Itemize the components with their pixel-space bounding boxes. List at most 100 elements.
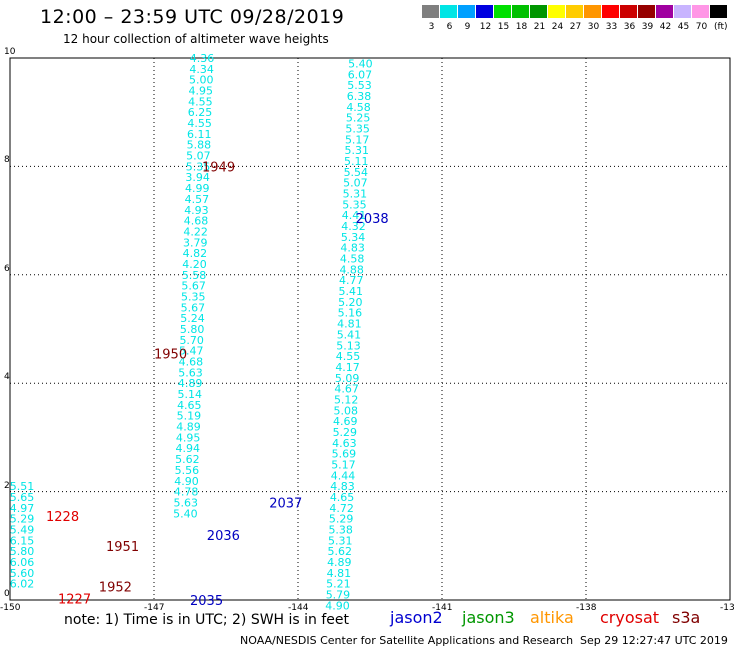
swh-value: 5.00: [189, 74, 214, 87]
pass-labels: 1949 1950 1951 1952 1228 1227 2038 2037 2036 2035: [46, 160, 389, 609]
y-tick-label: 0: [4, 589, 10, 599]
swh-value: 5.80: [180, 323, 205, 336]
satellite-label-cryosat: cryosat: [600, 608, 660, 627]
legend-swatch: [656, 5, 673, 18]
swh-value: 5.49: [10, 524, 35, 537]
swh-value: 4.89: [176, 421, 201, 434]
swh-value: 4.93: [184, 204, 209, 217]
swh-value: 5.21: [326, 578, 351, 591]
swh-value: 5.51: [10, 480, 35, 493]
swh-value: 5.62: [328, 545, 353, 558]
swh-value: 5.41: [337, 328, 362, 341]
x-tick-label: -144: [288, 603, 309, 613]
swh-value: 4.90: [325, 599, 350, 612]
swh-value: 5.41: [339, 285, 364, 298]
swh-value: 4.99: [185, 182, 210, 195]
swh-value: 5.35: [186, 160, 211, 173]
legend-swatch: [692, 5, 709, 18]
swh-value: 5.65: [10, 491, 35, 504]
swh-value: 5.20: [338, 296, 363, 309]
pass-time-label: 1952: [99, 580, 132, 595]
swh-value: 5.29: [333, 426, 358, 439]
swh-value: 5.40: [348, 57, 373, 70]
swh-value: 4.81: [327, 567, 352, 580]
swh-value: 6.11: [187, 128, 212, 141]
swh-value: 6.07: [348, 68, 373, 81]
legend-label: 39: [641, 22, 654, 32]
swh-value: 4.78: [174, 486, 199, 499]
swh-value: 4.55: [187, 117, 212, 130]
page-title: 12:00 – 23:59 UTC 09/28/2019: [40, 6, 345, 28]
legend-swatch: [620, 5, 637, 18]
swh-value: 6.15: [10, 534, 35, 547]
legend-swatch: [638, 5, 655, 18]
swh-value: 4.63: [332, 437, 357, 450]
legend-label: 30: [587, 22, 600, 32]
x-tick-label: -138: [576, 603, 597, 613]
legend-swatch: [584, 5, 601, 18]
pass-time-label: 1227: [58, 592, 91, 607]
legend-label: 12: [479, 22, 492, 32]
legend-swatch: [476, 5, 493, 18]
swh-value: 5.25: [346, 112, 371, 125]
legend-swatch: [710, 5, 727, 18]
legend-swatch: [440, 5, 457, 18]
pass-time-label: 2037: [269, 496, 302, 511]
satellite-label-jason3: jason3: [462, 608, 515, 627]
swh-value: 5.11: [344, 155, 369, 168]
swh-value: 5.17: [331, 459, 356, 472]
swh-value: 4.17: [335, 361, 360, 374]
generated-timestamp: Sep 29 12:27:47 UTC 2019: [580, 634, 728, 647]
swh-value: 5.88: [187, 139, 212, 152]
swh-value: 4.94: [175, 442, 200, 455]
swh-value: 5.58: [182, 269, 207, 282]
legend-label: 6: [446, 22, 453, 32]
swh-value: 4.97: [10, 502, 35, 515]
legend-swatch: [422, 5, 439, 18]
swh-value: 4.57: [185, 193, 210, 206]
swh-value: 5.29: [10, 513, 35, 526]
swh-value: 4.65: [177, 399, 202, 412]
satellite-label-s3a: s3a: [672, 608, 701, 627]
swh-value: 5.34: [341, 231, 366, 244]
swh-value: 5.08: [333, 404, 358, 417]
pass-time-label: 2035: [190, 594, 223, 609]
swh-value: 5.63: [173, 496, 198, 509]
legend-swatch: [548, 5, 565, 18]
swh-value: 5.35: [342, 198, 367, 211]
swh-value: 4.89: [178, 377, 203, 390]
grid-lines: [10, 58, 730, 600]
pass-time-label: 1950: [154, 347, 187, 362]
legend-swatch: [602, 5, 619, 18]
swh-value: 4.89: [327, 556, 352, 569]
swh-value: 5.35: [181, 290, 206, 303]
legend-label: 42: [659, 22, 672, 32]
legend-label: 3: [428, 22, 435, 32]
legend-label: 70: [695, 22, 708, 32]
y-tick-label: 2: [4, 480, 10, 491]
swh-value: 5.67: [181, 301, 206, 314]
swh-value: 5.07: [186, 150, 211, 163]
swh-value: 4.69: [333, 415, 358, 428]
legend-swatch: [674, 5, 691, 18]
pass-time-label: 1949: [202, 160, 235, 175]
swh-value: 4.68: [184, 215, 209, 228]
swh-value: 5.19: [177, 410, 202, 423]
satellite-label-jason2: jason2: [390, 608, 443, 627]
swh-value: 6.02: [10, 578, 35, 591]
data-tracks: 5.515.654.975.295.496.155.806.065.606.02…: [10, 52, 373, 612]
swh-value: 4.83: [340, 242, 365, 255]
legend-swatch: [530, 5, 547, 18]
swh-value: 4.32: [341, 220, 366, 233]
swh-value: 4.83: [330, 480, 355, 493]
swh-value: 4.41: [342, 209, 367, 222]
swh-value: 4.55: [336, 350, 361, 363]
swh-value: 6.25: [188, 106, 213, 119]
swh-value: 4.55: [188, 95, 213, 108]
swh-value: 5.56: [175, 464, 200, 477]
y-tick-label: 10: [4, 47, 16, 57]
pass-time-label: 1951: [106, 540, 139, 555]
swh-value: 4.58: [346, 101, 371, 114]
y-tick-label: 4: [4, 372, 10, 383]
